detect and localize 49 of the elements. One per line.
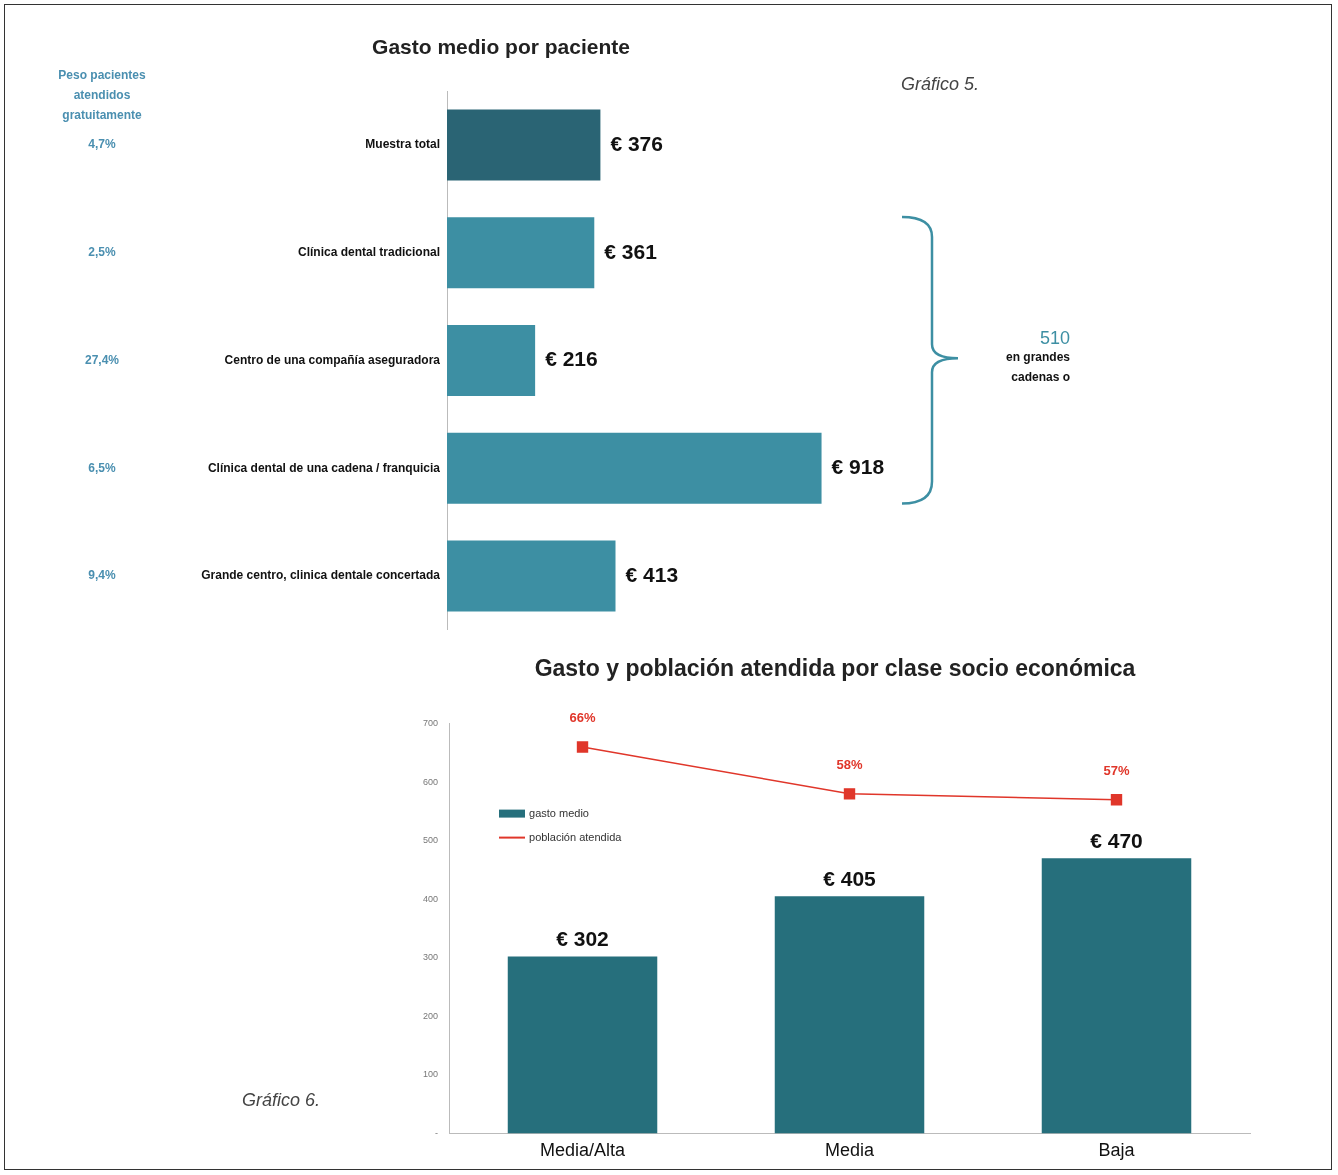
chart-title: Gasto medio por paciente — [372, 35, 630, 59]
data-label: € 361 — [604, 239, 658, 263]
bar — [447, 109, 601, 181]
y-tick-label: Muestra total — [365, 137, 440, 152]
legend-label: gasto medio — [529, 806, 589, 819]
text: 6,5% — [88, 460, 116, 475]
y-tick-label: Clínica dental de una cadena / franquicia — [207, 460, 441, 475]
bar — [447, 324, 536, 397]
y-tick-label: 700 — [422, 718, 439, 729]
text: 2,5% — [88, 245, 116, 260]
legend-label: población atendida — [529, 830, 623, 843]
data-label: € 376 — [610, 131, 663, 155]
text: 27,4% — [84, 352, 120, 367]
data-label: € 918 — [831, 455, 885, 479]
data-label: € 405 — [823, 866, 877, 890]
bar — [1041, 858, 1192, 1134]
data-label: € 470 — [1090, 828, 1143, 852]
y-tick-label: 200 — [422, 1010, 439, 1021]
y-tick-label: Centro de una compañía aseguradora — [224, 352, 441, 367]
x-tick-label: Baja — [1098, 1140, 1136, 1161]
bar — [447, 540, 616, 612]
data-label: € 413 — [625, 562, 679, 586]
text: 9,4% — [88, 568, 116, 583]
y-tick-label: 400 — [422, 893, 439, 904]
bar — [447, 432, 822, 504]
y-tick-label: 500 — [422, 835, 439, 846]
y-tick-label: Grande centro, clinica dentale concertada — [201, 568, 441, 583]
data-label: 57% — [1103, 762, 1130, 778]
text: 510 — [1039, 327, 1070, 348]
bar — [507, 956, 658, 1134]
x-tick-label: Media/Alta — [539, 1140, 627, 1161]
data-label: € 216 — [545, 347, 598, 371]
y-tick-label: - — [435, 1127, 439, 1138]
y-tick-label: 300 — [422, 952, 439, 963]
text: Gráfico 5. — [900, 74, 980, 94]
y-tick-label: Clínica dental tradicional — [297, 245, 440, 260]
data-label: 66% — [569, 710, 596, 726]
data-label: € 302 — [556, 926, 609, 950]
text: en grandes cadenas o — [1005, 350, 1071, 385]
text: Peso pacientes atendidos gratuitamente — [58, 68, 147, 123]
y-tick-label: 100 — [422, 1069, 439, 1080]
text: Gráfico 6. — [242, 1090, 321, 1110]
chart-title: Gasto y población atendida por clase socio económica — [534, 655, 1136, 682]
bar — [447, 217, 595, 289]
text: 4,7% — [88, 137, 116, 152]
y-tick-label: 600 — [422, 776, 439, 787]
bar — [774, 896, 925, 1134]
data-label: 58% — [836, 756, 863, 772]
x-tick-label: Media — [824, 1140, 876, 1161]
